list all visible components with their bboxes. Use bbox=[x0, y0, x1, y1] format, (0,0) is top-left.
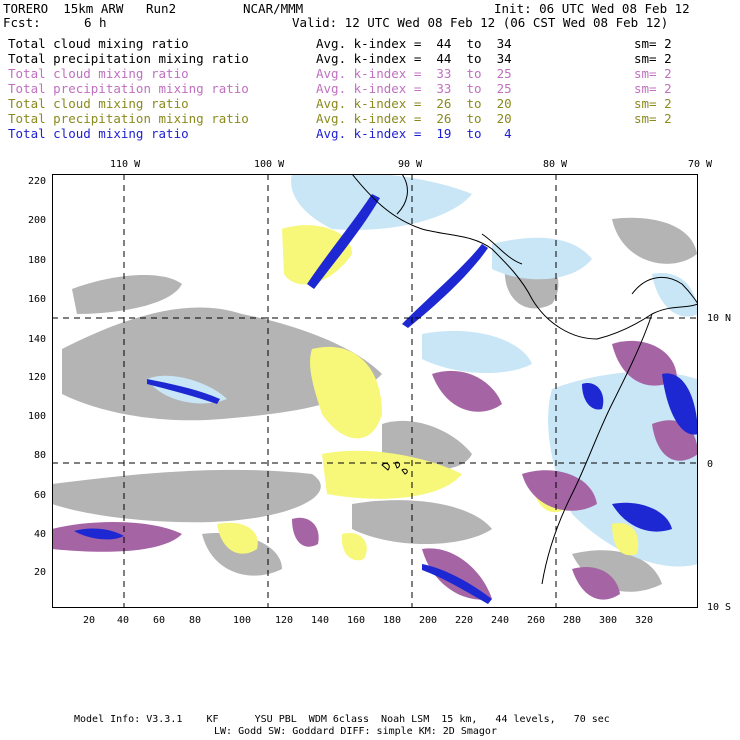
x-tick-label: 160 bbox=[347, 615, 366, 626]
y-tick-label: 160 bbox=[28, 294, 47, 305]
model-info-line: Model Info: V3.3.1 KF YSU PBL WDM 6class… bbox=[74, 714, 610, 725]
model-run-title: TORERO 15km ARW Run2 bbox=[3, 1, 177, 16]
lon-label-110w: 110 W bbox=[110, 159, 141, 170]
x-tick-label: 120 bbox=[275, 615, 294, 626]
legend-row-field: Total precipitation mixing ratio bbox=[8, 111, 249, 126]
x-tick-label: 40 bbox=[117, 615, 130, 626]
y-tick-label: 120 bbox=[28, 372, 47, 383]
x-tick-label: 140 bbox=[311, 615, 330, 626]
lat-label-equator: 0 bbox=[707, 459, 714, 470]
legend-row-field: Total cloud mixing ratio bbox=[8, 66, 189, 81]
init-time: Init: 06 UTC Wed 08 Feb 12 bbox=[494, 1, 690, 16]
legend-row-sm: sm= 2 bbox=[634, 96, 672, 111]
x-tick-label: 240 bbox=[491, 615, 510, 626]
legend-row-sm: sm= 2 bbox=[634, 81, 672, 96]
legend-row-range: Avg. k-index = 44 to 34 bbox=[316, 51, 512, 66]
legend-row-sm: sm= 2 bbox=[634, 111, 672, 126]
y-tick-label: 80 bbox=[34, 450, 47, 461]
y-tick-label: 200 bbox=[28, 215, 47, 226]
legend-row-field: Total cloud mixing ratio bbox=[8, 36, 189, 51]
legend-row-range: Avg. k-index = 26 to 20 bbox=[316, 96, 512, 111]
lon-label-80w: 80 W bbox=[543, 159, 568, 170]
y-tick-label: 40 bbox=[34, 529, 47, 540]
center-label: NCAR/MMM bbox=[243, 1, 304, 16]
x-tick-label: 100 bbox=[233, 615, 252, 626]
y-tick-label: 220 bbox=[28, 176, 47, 187]
forecast-hour: 6 h bbox=[84, 15, 107, 30]
forecast-label: Fcst: bbox=[3, 15, 41, 30]
x-tick-label: 260 bbox=[527, 615, 546, 626]
x-tick-label: 20 bbox=[83, 615, 96, 626]
y-tick-label: 180 bbox=[28, 255, 47, 266]
blue-shading bbox=[74, 194, 698, 604]
x-tick-label: 280 bbox=[563, 615, 582, 626]
legend-row-range: Avg. k-index = 44 to 34 bbox=[316, 36, 512, 51]
legend-row-range: Avg. k-index = 26 to 20 bbox=[316, 111, 512, 126]
lon-label-100w: 100 W bbox=[254, 159, 285, 170]
lon-label-90w: 90 W bbox=[398, 159, 423, 170]
legend-row-range: Avg. k-index = 19 to 4 bbox=[316, 126, 512, 141]
legend-row-sm: sm= 2 bbox=[634, 66, 672, 81]
legend-row-range: Avg. k-index = 33 to 25 bbox=[316, 81, 512, 96]
valid-time: Valid: 12 UTC Wed 08 Feb 12 (06 CST Wed … bbox=[292, 15, 669, 30]
x-tick-label: 320 bbox=[635, 615, 654, 626]
y-tick-label: 60 bbox=[34, 490, 47, 501]
legend-row-field: Total cloud mixing ratio bbox=[8, 96, 189, 111]
mixing-ratio-map bbox=[52, 174, 698, 608]
legend-row-sm: sm= 2 bbox=[634, 51, 672, 66]
lon-label-70w: 70 W bbox=[688, 159, 713, 170]
x-tick-label: 200 bbox=[419, 615, 438, 626]
legend-row-sm: sm= 2 bbox=[634, 36, 672, 51]
x-tick-label: 80 bbox=[189, 615, 202, 626]
y-tick-label: 20 bbox=[34, 567, 47, 578]
x-tick-label: 180 bbox=[383, 615, 402, 626]
legend-row-field: Total precipitation mixing ratio bbox=[8, 51, 249, 66]
legend-row-range: Avg. k-index = 33 to 25 bbox=[316, 66, 512, 81]
physics-info-line: LW: Godd SW: Goddard DIFF: simple KM: 2D… bbox=[214, 726, 497, 737]
legend-row-field: Total precipitation mixing ratio bbox=[8, 81, 249, 96]
map-frame bbox=[52, 174, 698, 608]
coastlines bbox=[351, 174, 698, 585]
graticule bbox=[52, 174, 698, 608]
lat-label-10n: 10 N bbox=[707, 313, 732, 324]
y-tick-label: 140 bbox=[28, 334, 47, 345]
x-tick-label: 60 bbox=[153, 615, 166, 626]
y-tick-label: 100 bbox=[28, 411, 47, 422]
x-tick-label: 300 bbox=[599, 615, 618, 626]
lat-label-10s: 10 S bbox=[707, 602, 732, 613]
x-tick-label: 220 bbox=[455, 615, 474, 626]
legend-row-field: Total cloud mixing ratio bbox=[8, 126, 189, 141]
